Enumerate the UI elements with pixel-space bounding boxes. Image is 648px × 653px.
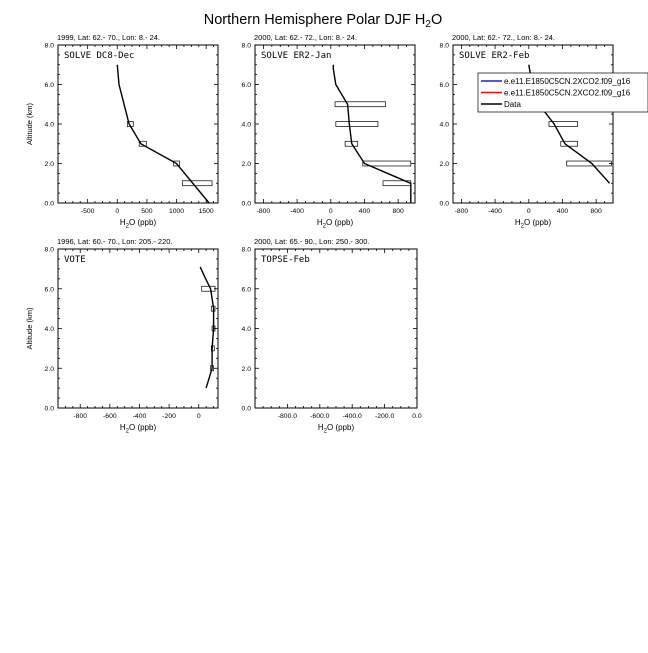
x-tick-label: 500 <box>141 208 153 215</box>
range-box <box>173 160 180 167</box>
panel-title: SOLVE ER2-Jan <box>261 51 331 61</box>
x-tick-label: 400 <box>557 208 569 215</box>
y-tick-label: 8.0 <box>45 43 55 50</box>
location-label: 2000, Lat: 62.- 72., Lon: 8.- 24. <box>452 33 555 42</box>
x-axis-label: H2O (ppb) <box>515 218 552 230</box>
panel-title: SOLVE ER2-Feb <box>459 51 529 61</box>
y-tick-label: 4.0 <box>242 326 252 333</box>
y-tick-label: 6.0 <box>242 286 252 293</box>
chart-panel-1: 1999, Lat: 62.- 70., Lon: 8.- 24. SOLVE D… <box>25 33 219 230</box>
x-tick-label: -400 <box>290 208 304 215</box>
x-tick-label: -800 <box>257 208 271 215</box>
x-tick-label: -200 <box>162 413 176 420</box>
x-tick-label: -400 <box>133 413 147 420</box>
panel-title: VOTE <box>64 255 86 265</box>
y-tick-label: 6.0 <box>440 82 450 89</box>
y-tick-label: 6.0 <box>45 82 55 89</box>
y-tick-label: 0.0 <box>242 406 252 413</box>
x-tick-label: -400 <box>488 208 502 215</box>
plot-frame <box>57 44 219 204</box>
x-tick-label: 1500 <box>199 208 214 215</box>
y-tick-label: 0.0 <box>440 201 450 208</box>
y-axis-label: Altitude (km) <box>25 307 34 350</box>
legend-box <box>477 72 648 113</box>
figure-title: Northern Hemisphere Polar DJF H2O <box>204 12 442 30</box>
x-tick-label: -800.0 <box>278 413 297 420</box>
chart-panel-2: 2000, Lat: 62.- 72., Lon: 8.- 24. SOLVE E… <box>242 33 416 230</box>
x-tick-label: -800 <box>73 413 87 420</box>
x-tick-label: -600 <box>103 413 117 420</box>
chart-panel-5: 2000, Lat: 65.- 90., Lon: 250.- 300. TOPS… <box>242 237 422 435</box>
y-tick-label: 6.0 <box>242 82 252 89</box>
plot-frame <box>254 44 416 204</box>
x-axis-label: H2O (ppb) <box>318 423 355 435</box>
panel-title: SOLVE DC8-Dec <box>64 51 134 61</box>
y-tick-label: 8.0 <box>242 43 252 50</box>
y-tick-label: 8.0 <box>242 247 252 254</box>
x-tick-label: -200.0 <box>375 413 394 420</box>
y-axis-label: Altitude (km) <box>25 102 34 145</box>
location-label: 2000, Lat: 62.- 72., Lon: 8.- 24. <box>254 33 357 42</box>
y-tick-label: 2.0 <box>45 366 55 373</box>
x-axis-label: H2O (ppb) <box>120 423 157 435</box>
x-tick-label: 0 <box>115 208 119 215</box>
y-tick-label: 4.0 <box>242 122 252 129</box>
y-tick-label: 2.0 <box>440 161 450 168</box>
y-tick-label: 0.0 <box>242 201 252 208</box>
range-box <box>548 121 578 127</box>
x-tick-label: 0 <box>329 208 333 215</box>
x-axis-label: H2O (ppb) <box>317 218 354 230</box>
range-box <box>335 121 379 127</box>
y-tick-label: 0.0 <box>45 406 55 413</box>
y-tick-label: 4.0 <box>45 326 55 333</box>
x-tick-label: -800 <box>455 208 469 215</box>
x-tick-label: 800 <box>392 208 404 215</box>
chart-panel-3: 2000, Lat: 62.- 72., Lon: 8.- 24. SOLVE E… <box>440 33 614 230</box>
x-tick-label: -400.0 <box>343 413 362 420</box>
y-tick-label: 6.0 <box>45 286 55 293</box>
y-tick-label: 2.0 <box>45 161 55 168</box>
x-tick-label: -600.0 <box>310 413 329 420</box>
panel-title: TOPSE-Feb <box>261 255 310 265</box>
chart-panel-4: 1996, Lat: 60.- 70., Lon: 205.- 220. VOTE… <box>25 237 219 435</box>
plot-frame <box>452 44 614 204</box>
y-tick-label: 2.0 <box>242 366 252 373</box>
legend-label: Data <box>504 100 521 109</box>
legend-label: e.e11.E1850C5CN.2XCO2.f09_g16 <box>504 77 631 86</box>
x-tick-label: -500 <box>81 208 95 215</box>
plot-frame <box>254 248 418 409</box>
y-tick-label: 8.0 <box>45 247 55 254</box>
y-tick-label: 4.0 <box>440 122 450 129</box>
y-tick-label: 2.0 <box>242 161 252 168</box>
chart-panels: 1999, Lat: 62.- 70., Lon: 8.- 24. SOLVE D… <box>25 33 614 435</box>
range-box <box>182 180 213 187</box>
range-box <box>138 140 147 147</box>
x-tick-label: 0 <box>197 413 201 420</box>
x-tick-label: 1000 <box>169 208 184 215</box>
series-line-data <box>332 64 412 203</box>
range-box <box>334 101 386 108</box>
y-tick-label: 0.0 <box>45 201 55 208</box>
legend-label: e.e11.E1850C5CN.2XCO2.f09_g16 <box>504 89 631 98</box>
location-label: 2000, Lat: 65.- 90., Lon: 250.- 300. <box>254 237 370 246</box>
y-tick-label: 4.0 <box>45 122 55 129</box>
series-line-data <box>116 64 210 204</box>
range-box <box>201 285 216 292</box>
legend: e.e11.E1850C5CN.2XCO2.f09_g16 e.e11.E1850… <box>477 72 648 113</box>
y-tick-label: 8.0 <box>440 43 450 50</box>
location-label: 1996, Lat: 60.- 70., Lon: 205.- 220. <box>57 237 173 246</box>
x-tick-label: 0.0 <box>412 413 422 420</box>
range-box <box>362 160 412 167</box>
plot-frame <box>57 248 219 409</box>
location-label: 1999, Lat: 62.- 70., Lon: 8.- 24. <box>57 33 160 42</box>
series-line-data <box>199 266 215 389</box>
x-tick-label: 400 <box>359 208 371 215</box>
x-axis-label: H2O (ppb) <box>120 218 157 230</box>
x-tick-label: 800 <box>590 208 602 215</box>
x-tick-label: 0 <box>527 208 531 215</box>
